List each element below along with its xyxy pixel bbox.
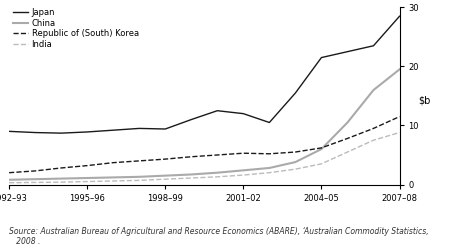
India	[6, 181, 12, 184]
China	[319, 148, 324, 151]
Japan	[32, 131, 38, 134]
Line: China: China	[9, 69, 400, 180]
China	[32, 178, 38, 181]
Y-axis label: $b: $b	[419, 96, 431, 106]
India	[266, 171, 272, 174]
China	[137, 175, 142, 178]
Japan	[215, 109, 220, 112]
Republic of (South) Korea	[371, 127, 376, 130]
Republic of (South) Korea	[266, 152, 272, 155]
Republic of (South) Korea	[241, 152, 246, 155]
China	[371, 89, 376, 92]
India	[188, 177, 194, 180]
China	[215, 171, 220, 174]
Japan	[266, 121, 272, 124]
Line: India: India	[9, 133, 400, 183]
Japan	[59, 132, 64, 135]
China	[59, 177, 64, 180]
Line: Japan: Japan	[9, 16, 400, 133]
India	[319, 162, 324, 165]
China	[266, 167, 272, 169]
Japan	[110, 129, 116, 132]
Line: Republic of (South) Korea: Republic of (South) Korea	[9, 117, 400, 173]
Republic of (South) Korea	[188, 155, 194, 158]
India	[84, 180, 90, 183]
Japan	[319, 56, 324, 59]
Japan	[241, 112, 246, 115]
Japan	[163, 127, 168, 130]
India	[397, 131, 402, 134]
Legend: Japan, China, Republic of (South) Korea, India: Japan, China, Republic of (South) Korea,…	[13, 8, 139, 49]
China	[293, 161, 298, 164]
Republic of (South) Korea	[293, 151, 298, 154]
India	[215, 175, 220, 178]
India	[241, 174, 246, 177]
Japan	[293, 92, 298, 94]
India	[59, 181, 64, 184]
Republic of (South) Korea	[319, 146, 324, 149]
China	[84, 177, 90, 180]
India	[293, 168, 298, 171]
China	[397, 68, 402, 71]
India	[371, 139, 376, 142]
Republic of (South) Korea	[59, 167, 64, 169]
India	[32, 181, 38, 184]
Japan	[84, 130, 90, 133]
Japan	[188, 118, 194, 121]
Republic of (South) Korea	[32, 169, 38, 172]
Japan	[371, 44, 376, 47]
Republic of (South) Korea	[84, 164, 90, 167]
Japan	[345, 50, 350, 53]
Republic of (South) Korea	[137, 159, 142, 162]
Republic of (South) Korea	[345, 137, 350, 140]
India	[137, 179, 142, 182]
China	[188, 173, 194, 176]
Republic of (South) Korea	[110, 161, 116, 164]
China	[163, 174, 168, 177]
China	[241, 169, 246, 172]
India	[163, 178, 168, 181]
China	[110, 176, 116, 179]
Republic of (South) Korea	[163, 158, 168, 161]
China	[6, 178, 12, 181]
Republic of (South) Korea	[397, 115, 402, 118]
India	[345, 151, 350, 154]
Japan	[137, 127, 142, 130]
Republic of (South) Korea	[6, 171, 12, 174]
Republic of (South) Korea	[215, 154, 220, 156]
China	[345, 121, 350, 124]
Text: Source: Australian Bureau of Agricultural and Resource Economics (ABARE), ‘Austr: Source: Australian Bureau of Agricultura…	[9, 227, 429, 246]
Japan	[6, 130, 12, 133]
Japan	[397, 15, 402, 18]
India	[110, 180, 116, 183]
